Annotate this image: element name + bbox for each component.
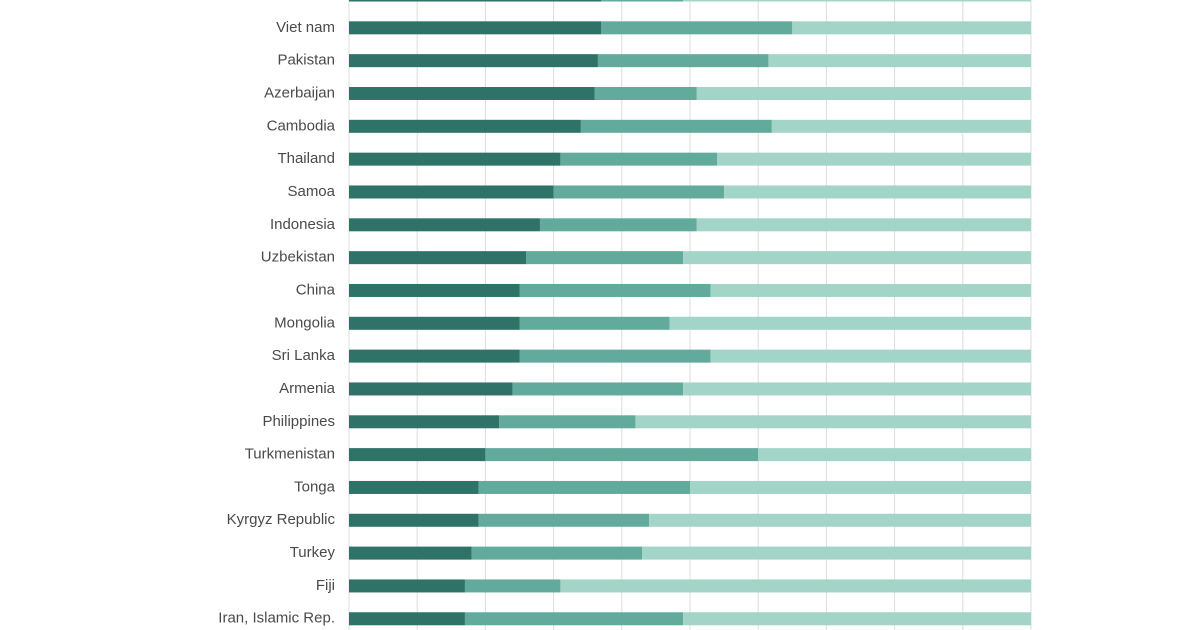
bar-segment	[792, 21, 1031, 35]
bar-segment	[349, 86, 595, 100]
bar-segment	[683, 0, 1031, 2]
bar-segment	[642, 546, 1031, 560]
bar-segment	[464, 579, 561, 593]
category-label: Mongolia	[274, 314, 336, 331]
bar-segment	[601, 0, 684, 2]
category-label: Sri Lanka	[272, 347, 336, 364]
bar-segment	[349, 415, 500, 429]
category-label: Pakistan	[277, 52, 335, 69]
bar-segment	[349, 382, 513, 396]
bar-segment	[478, 480, 690, 494]
bar-segment	[349, 119, 581, 133]
bar-segment	[349, 218, 540, 232]
category-label: Iran, Islamic Rep.	[218, 610, 335, 627]
bar-segment	[499, 415, 636, 429]
bar-segment	[519, 283, 711, 297]
bar-segment	[464, 612, 684, 626]
bar-segment	[710, 349, 1031, 363]
bar-segment	[349, 546, 472, 560]
category-label: Samoa	[287, 183, 335, 200]
bar-segment	[768, 54, 1031, 68]
category-label: Turkey	[290, 544, 336, 561]
bar-segment	[758, 448, 1031, 462]
bar-segment	[349, 54, 598, 68]
category-label: China	[296, 281, 336, 298]
bar-segment	[349, 251, 527, 265]
category-label: Fiji	[316, 577, 335, 594]
bar-segment	[512, 382, 684, 396]
category-label: Viet nam	[276, 19, 335, 36]
bar-segment	[601, 21, 793, 35]
bar-segment	[478, 513, 650, 527]
bar-segment	[349, 513, 479, 527]
bar-segment	[349, 349, 520, 363]
bar-segment	[649, 513, 1031, 527]
category-label: Indonesia	[270, 216, 336, 233]
bar-segment	[594, 86, 697, 100]
category-label: Thailand	[277, 150, 335, 167]
bar-segment	[690, 480, 1031, 494]
bar-segment	[683, 251, 1031, 265]
category-label: Cambodia	[267, 117, 336, 134]
bar-segment	[349, 448, 486, 462]
category-label: Azerbaijan	[264, 84, 335, 101]
bar-segment	[485, 448, 759, 462]
bar-segment	[349, 283, 520, 297]
bar-segment	[710, 283, 1031, 297]
bar-segment	[349, 0, 602, 2]
bar-segment	[696, 86, 1031, 100]
bar-segment	[519, 349, 711, 363]
bar-segment	[696, 218, 1031, 232]
bar-segment	[349, 152, 561, 166]
bar-segment	[519, 316, 670, 330]
bar-segment	[724, 185, 1031, 199]
bar-segment	[539, 218, 697, 232]
bar-segment	[635, 415, 1031, 429]
bar-segment	[471, 546, 643, 560]
category-label: Solomon Islands	[224, 0, 335, 3]
bar-segment	[526, 251, 684, 265]
bar-segment	[771, 119, 1031, 133]
category-label: Philippines	[262, 413, 335, 430]
bar-segment	[553, 185, 725, 199]
bar-segment	[349, 21, 602, 35]
bar-segment	[349, 612, 465, 626]
bar-segment	[349, 579, 465, 593]
bar-segment	[349, 185, 554, 199]
category-label: Tonga	[294, 478, 336, 495]
bar-segment	[683, 382, 1031, 396]
bar-segment	[560, 152, 718, 166]
bar-segment	[669, 316, 1031, 330]
bar-segment	[683, 612, 1031, 626]
bar-segment	[560, 579, 1031, 593]
bar-segment	[597, 54, 769, 68]
category-label: Uzbekistan	[261, 249, 335, 266]
bar-segment	[349, 480, 479, 494]
bar-segment	[349, 316, 520, 330]
category-label: Armenia	[279, 380, 336, 397]
bar-segment	[580, 119, 772, 133]
category-label: Turkmenistan	[245, 446, 335, 463]
category-label: Kyrgyz Republic	[227, 511, 336, 528]
bar-segment	[717, 152, 1031, 166]
